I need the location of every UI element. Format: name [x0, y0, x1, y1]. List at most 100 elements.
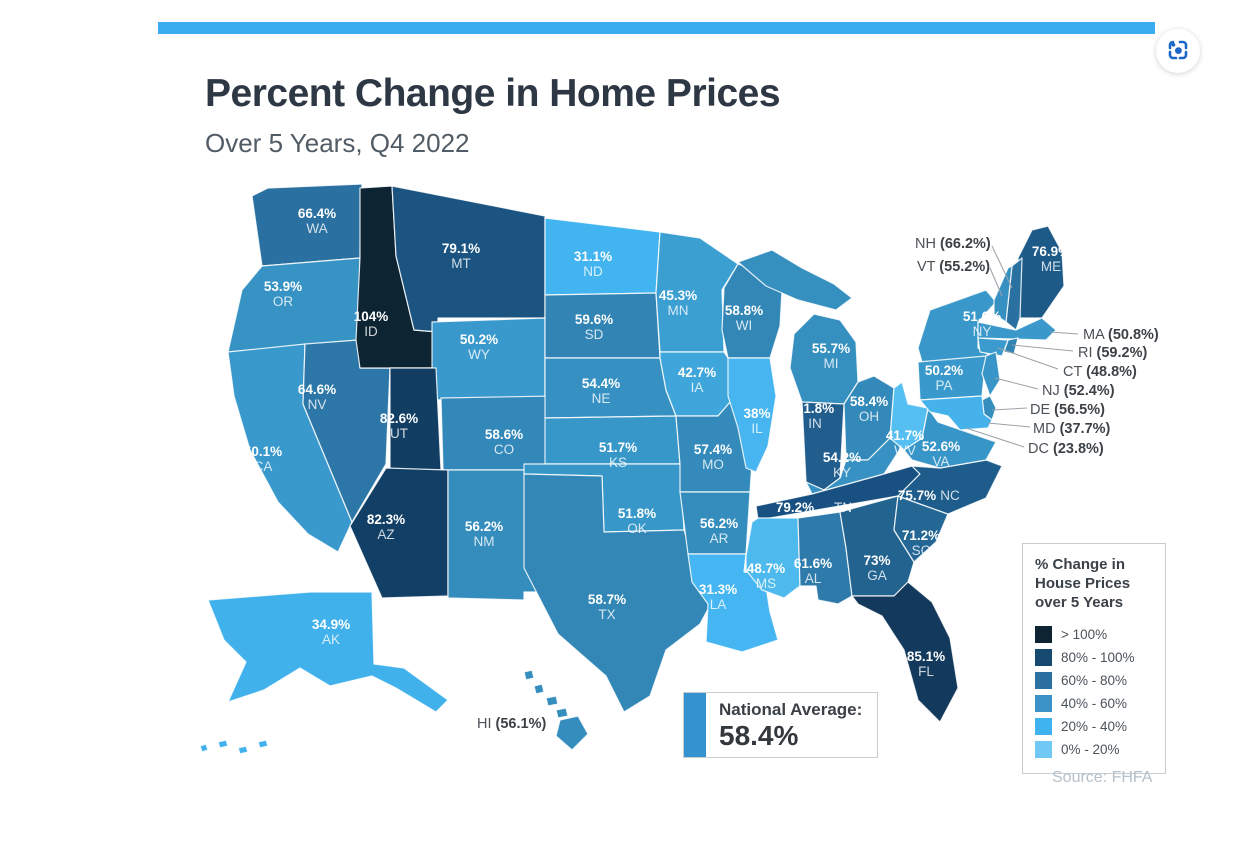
state-shape-nc — [897, 459, 1003, 515]
state-label-il: 38% IL — [743, 406, 770, 436]
state-shape-vt — [993, 265, 1013, 323]
state-label-wy: 50.2% WY — [460, 332, 498, 362]
state-label-ms: 48.7% MS — [747, 561, 785, 591]
state-label-wi: 58.8% WI — [725, 303, 763, 333]
callout-leader-line-ri — [1011, 344, 1074, 352]
callout-label-md: MD (37.7%) — [1033, 421, 1111, 437]
legend-title: % Change in House Prices over 5 Years — [1035, 555, 1157, 612]
legend-item-5: 0% - 20% — [1035, 738, 1157, 761]
source-attribution: Source: FHFA — [1052, 769, 1153, 786]
lens-icon — [1166, 38, 1190, 65]
state-shape-or — [227, 257, 361, 353]
state-label-oh: 58.4% OH — [850, 394, 888, 424]
legend-item-label: 40% - 60% — [1061, 696, 1128, 711]
state-label-la: 31.3% LA — [699, 582, 737, 612]
state-shape-ak — [199, 743, 209, 753]
callout-label-de: DE (56.5%) — [1030, 402, 1105, 418]
callout-leader-line-dc — [965, 427, 1025, 448]
state-shape-az — [349, 467, 449, 599]
national-average-accent-bar — [684, 693, 706, 757]
legend-items: > 100% 80% - 100% 60% - 80% 40% - 60% 20% - … — [1035, 623, 1157, 761]
legend-item-3: 40% - 60% — [1035, 692, 1157, 715]
callout-label-dc: DC (23.8%) — [1028, 441, 1104, 457]
state-label-nc: 75.7% NC — [898, 488, 960, 503]
callout-label-ct: CT (48.8%) — [1063, 364, 1137, 380]
state-label-ut: 82.6% UT — [380, 411, 418, 441]
state-label-ak: 34.9% AK — [312, 617, 350, 647]
state-shape-wv — [889, 381, 929, 451]
legend-swatch-icon — [1035, 672, 1052, 689]
state-label-ga: 73% GA — [863, 553, 890, 583]
state-shape-md — [919, 395, 993, 431]
state-shape-nj — [981, 351, 1001, 397]
state-label-mi: 55.7% MI — [812, 341, 850, 371]
state-shape-mi — [737, 249, 853, 311]
callout-label-nj: NJ (52.4%) — [1042, 383, 1115, 399]
image-search-lens-button[interactable] — [1156, 29, 1200, 73]
state-shape-hi — [533, 683, 545, 695]
state-label-ny: 51.6% NY — [963, 309, 1001, 339]
state-shape-ak — [257, 739, 269, 749]
legend-item-label: 80% - 100% — [1061, 650, 1135, 665]
callout-label-hi: HI (56.1%) — [477, 716, 546, 732]
legend-swatch-icon — [1035, 695, 1052, 712]
state-label-sd: 59.6% SD — [575, 312, 613, 342]
legend-title-line2: House Prices — [1035, 575, 1131, 592]
accent-top-bar — [158, 22, 1155, 34]
callout-leader-line-nh — [991, 245, 1013, 289]
callout-leader-line-md — [987, 422, 1031, 428]
callout-leader-line-vt — [989, 267, 1003, 297]
state-shape-me — [1017, 225, 1065, 319]
legend-item-4: 20% - 40% — [1035, 715, 1157, 738]
state-label-ne: 54.4% NE — [582, 376, 620, 406]
state-shape-fl — [851, 581, 959, 723]
state-shape-il — [727, 357, 777, 473]
callout-leader-line-de — [991, 407, 1028, 411]
state-label-wa: 66.4% WA — [298, 206, 336, 236]
legend-swatch-icon — [1035, 649, 1052, 666]
legend-item-label: > 100% — [1061, 627, 1108, 642]
legend-item-label: 20% - 40% — [1061, 719, 1128, 734]
state-shape-ak — [217, 739, 229, 749]
state-label-ia: 42.7% IA — [678, 365, 716, 395]
state-label-mn: 45.3% MN — [659, 288, 697, 318]
state-label-mt: 79.1% MT — [442, 241, 480, 271]
legend-item-1: 80% - 100% — [1035, 646, 1157, 669]
state-label-wv: 41.7% WV — [886, 428, 924, 458]
state-label-al: 61.6% AL — [794, 556, 832, 586]
legend-title-line3: over 5 Years — [1035, 594, 1124, 611]
legend-swatch-icon — [1035, 718, 1052, 735]
state-label-va: 52.6% VA — [922, 439, 960, 469]
national-average-callout: National Average: 58.4% — [683, 692, 878, 758]
state-label-ca: 50.1% CA — [244, 444, 282, 474]
page-subtitle: Over 5 Years, Q4 2022 — [205, 128, 470, 158]
state-shape-tx — [523, 473, 717, 713]
callout-leader-line-ma — [1049, 331, 1079, 335]
state-shape-hi — [523, 669, 535, 681]
callout-label-ma: MA (50.8%) — [1083, 327, 1159, 343]
state-label-id: 104% ID — [354, 309, 389, 339]
state-shape-hi — [555, 715, 589, 751]
state-label-ks: 51.7% KS — [599, 440, 637, 470]
state-shape-ak — [207, 591, 449, 713]
legend-item-label: 0% - 20% — [1061, 742, 1120, 757]
page-title: Percent Change in Home Prices — [205, 72, 781, 115]
legend-title-line1: % Change in — [1035, 556, 1126, 573]
state-label-nm: 56.2% NM — [465, 519, 503, 549]
state-label-sc: 71.2% SC — [902, 528, 940, 558]
state-label-tx: 58.7% TX — [588, 592, 626, 622]
legend-swatch-icon — [1035, 626, 1052, 643]
legend-item-0: > 100% — [1035, 623, 1157, 646]
state-label-pa: 50.2% PA — [925, 363, 963, 393]
state-label-nv: 64.6% NV — [298, 382, 336, 412]
state-label-ar: 56.2% AR — [700, 516, 738, 546]
state-label-in: 61.8% IN — [796, 401, 834, 431]
state-shape-hi — [545, 695, 559, 707]
callout-leader-line-nj — [994, 377, 1039, 390]
state-label-mo: 57.4% MO — [694, 442, 732, 472]
callout-leader-line-ct — [997, 347, 1059, 370]
legend-item-label: 60% - 80% — [1061, 673, 1128, 688]
state-label-tn: 79.2% TN — [776, 500, 852, 515]
state-label-ky: 54.2% KY — [823, 450, 861, 480]
state-label-me: 76.9% ME — [1032, 244, 1070, 274]
